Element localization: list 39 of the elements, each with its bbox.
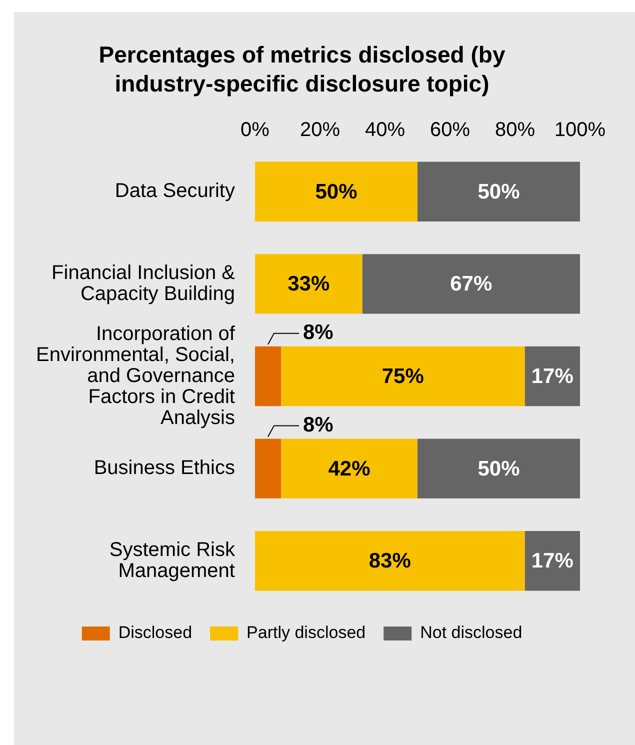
- bar: [254, 254, 362, 314]
- data-label: 50%: [478, 457, 520, 480]
- bar: [417, 162, 580, 222]
- data-label: 17%: [531, 365, 574, 388]
- data-label: 50%: [478, 180, 520, 204]
- data-label: 83%: [368, 550, 412, 573]
- x-tick-label: 80%: [494, 119, 536, 142]
- bar: [524, 531, 580, 591]
- legend-label: Not disclosed: [420, 623, 522, 642]
- bar: [254, 438, 281, 498]
- bar: [280, 438, 418, 498]
- y-tick-label: Data Security: [114, 180, 235, 202]
- legend-label: Partly disclosed: [246, 623, 366, 642]
- bar: [524, 346, 580, 406]
- bar: [254, 162, 418, 222]
- y-tick-label: Incorporation of Environmental, Social, and Governance Factors in Credit Analysis: [36, 322, 236, 429]
- bar: [254, 346, 281, 406]
- chart-title: Percentages of metrics disclosed (by industry-specific disclosure topic): [98, 42, 506, 96]
- bar: [417, 438, 580, 498]
- data-label: 8%: [302, 321, 334, 344]
- x-tick-label: 40%: [364, 119, 406, 142]
- data-label: 8%: [302, 413, 334, 436]
- data-label: 33%: [288, 272, 330, 296]
- y-tick-label: Business Ethics: [94, 457, 235, 480]
- bar: [254, 531, 525, 591]
- bar: [280, 346, 525, 406]
- data-label: 17%: [531, 550, 574, 573]
- y-tick-label: Systemic Risk Management: [109, 538, 236, 582]
- data-label: 75%: [382, 365, 424, 388]
- bar: [362, 254, 580, 314]
- data-label: 42%: [328, 457, 371, 480]
- x-tick-label: 0%: [240, 119, 270, 142]
- x-tick-label: 20%: [300, 119, 340, 142]
- y-tick-label: Financial Inclusion & Capacity Building: [52, 262, 236, 305]
- legend-label: Disclosed: [118, 623, 192, 642]
- x-tick-label: 60%: [430, 119, 470, 142]
- data-label: 67%: [450, 272, 492, 296]
- x-tick-label: 100%: [554, 119, 606, 142]
- data-label: 50%: [315, 180, 358, 204]
